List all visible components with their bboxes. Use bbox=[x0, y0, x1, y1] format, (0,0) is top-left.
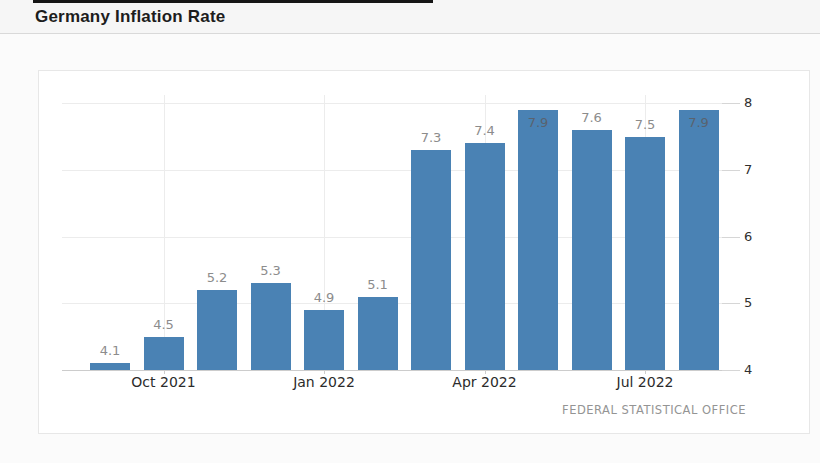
x-axis-line bbox=[62, 370, 722, 371]
bar-may-2022[interactable] bbox=[518, 110, 558, 370]
bar-feb-2022[interactable] bbox=[358, 297, 398, 370]
bar-jun-2022[interactable] bbox=[572, 130, 612, 370]
bar-aug-2022[interactable] bbox=[679, 110, 719, 370]
bar-value-jun-2022: 7.6 bbox=[569, 110, 615, 125]
bar-value-oct-2021: 4.5 bbox=[141, 317, 187, 332]
bar-mar-2022[interactable] bbox=[411, 150, 451, 370]
ytick-mark-8 bbox=[722, 103, 740, 104]
bar-sep-2021[interactable] bbox=[90, 363, 130, 370]
ytick-label-7: 7 bbox=[744, 162, 766, 177]
bar-value-aug-2022: 7.9 bbox=[676, 115, 722, 130]
ytick-mark-5 bbox=[722, 303, 740, 304]
ytick-label-6: 6 bbox=[744, 229, 766, 244]
ytick-label-4: 4 bbox=[744, 362, 766, 377]
bar-value-sep-2021: 4.1 bbox=[87, 343, 133, 358]
bar-value-jul-2022: 7.5 bbox=[622, 117, 668, 132]
bar-jan-2022[interactable] bbox=[304, 310, 344, 370]
ytick-label-5: 5 bbox=[744, 295, 766, 310]
gridline-y-8 bbox=[62, 103, 722, 104]
bar-value-nov-2021: 5.2 bbox=[194, 270, 240, 285]
ytick-mark-4 bbox=[722, 370, 740, 371]
bar-dec-2021[interactable] bbox=[251, 283, 291, 370]
bar-chart: 4 5 6 7 8 Oct 2021 Jan 2022 Apr 2022 Jul 2022 4.1… bbox=[0, 0, 820, 463]
gridline-y-7 bbox=[62, 170, 722, 171]
ytick-label-8: 8 bbox=[744, 95, 766, 110]
gridline-y-6 bbox=[62, 237, 722, 238]
bar-value-may-2022: 7.9 bbox=[515, 115, 561, 130]
bar-nov-2021[interactable] bbox=[197, 290, 237, 370]
bar-value-apr-2022: 7.4 bbox=[462, 123, 508, 138]
xtick-label-3: Jul 2022 bbox=[600, 374, 690, 390]
bar-value-mar-2022: 7.3 bbox=[408, 130, 454, 145]
bar-value-jan-2022: 4.9 bbox=[301, 290, 347, 305]
chart-source: FEDERAL STATISTICAL OFFICE bbox=[562, 403, 746, 417]
ytick-mark-7 bbox=[722, 170, 740, 171]
bar-value-feb-2022: 5.1 bbox=[355, 277, 401, 292]
bar-jul-2022[interactable] bbox=[625, 137, 665, 370]
bar-value-dec-2021: 5.3 bbox=[248, 263, 294, 278]
bar-oct-2021[interactable] bbox=[144, 337, 184, 370]
xtick-label-2: Apr 2022 bbox=[440, 374, 530, 390]
bar-apr-2022[interactable] bbox=[465, 143, 505, 370]
xtick-label-0: Oct 2021 bbox=[119, 374, 209, 390]
xtick-label-1: Jan 2022 bbox=[279, 374, 369, 390]
ytick-mark-6 bbox=[722, 237, 740, 238]
